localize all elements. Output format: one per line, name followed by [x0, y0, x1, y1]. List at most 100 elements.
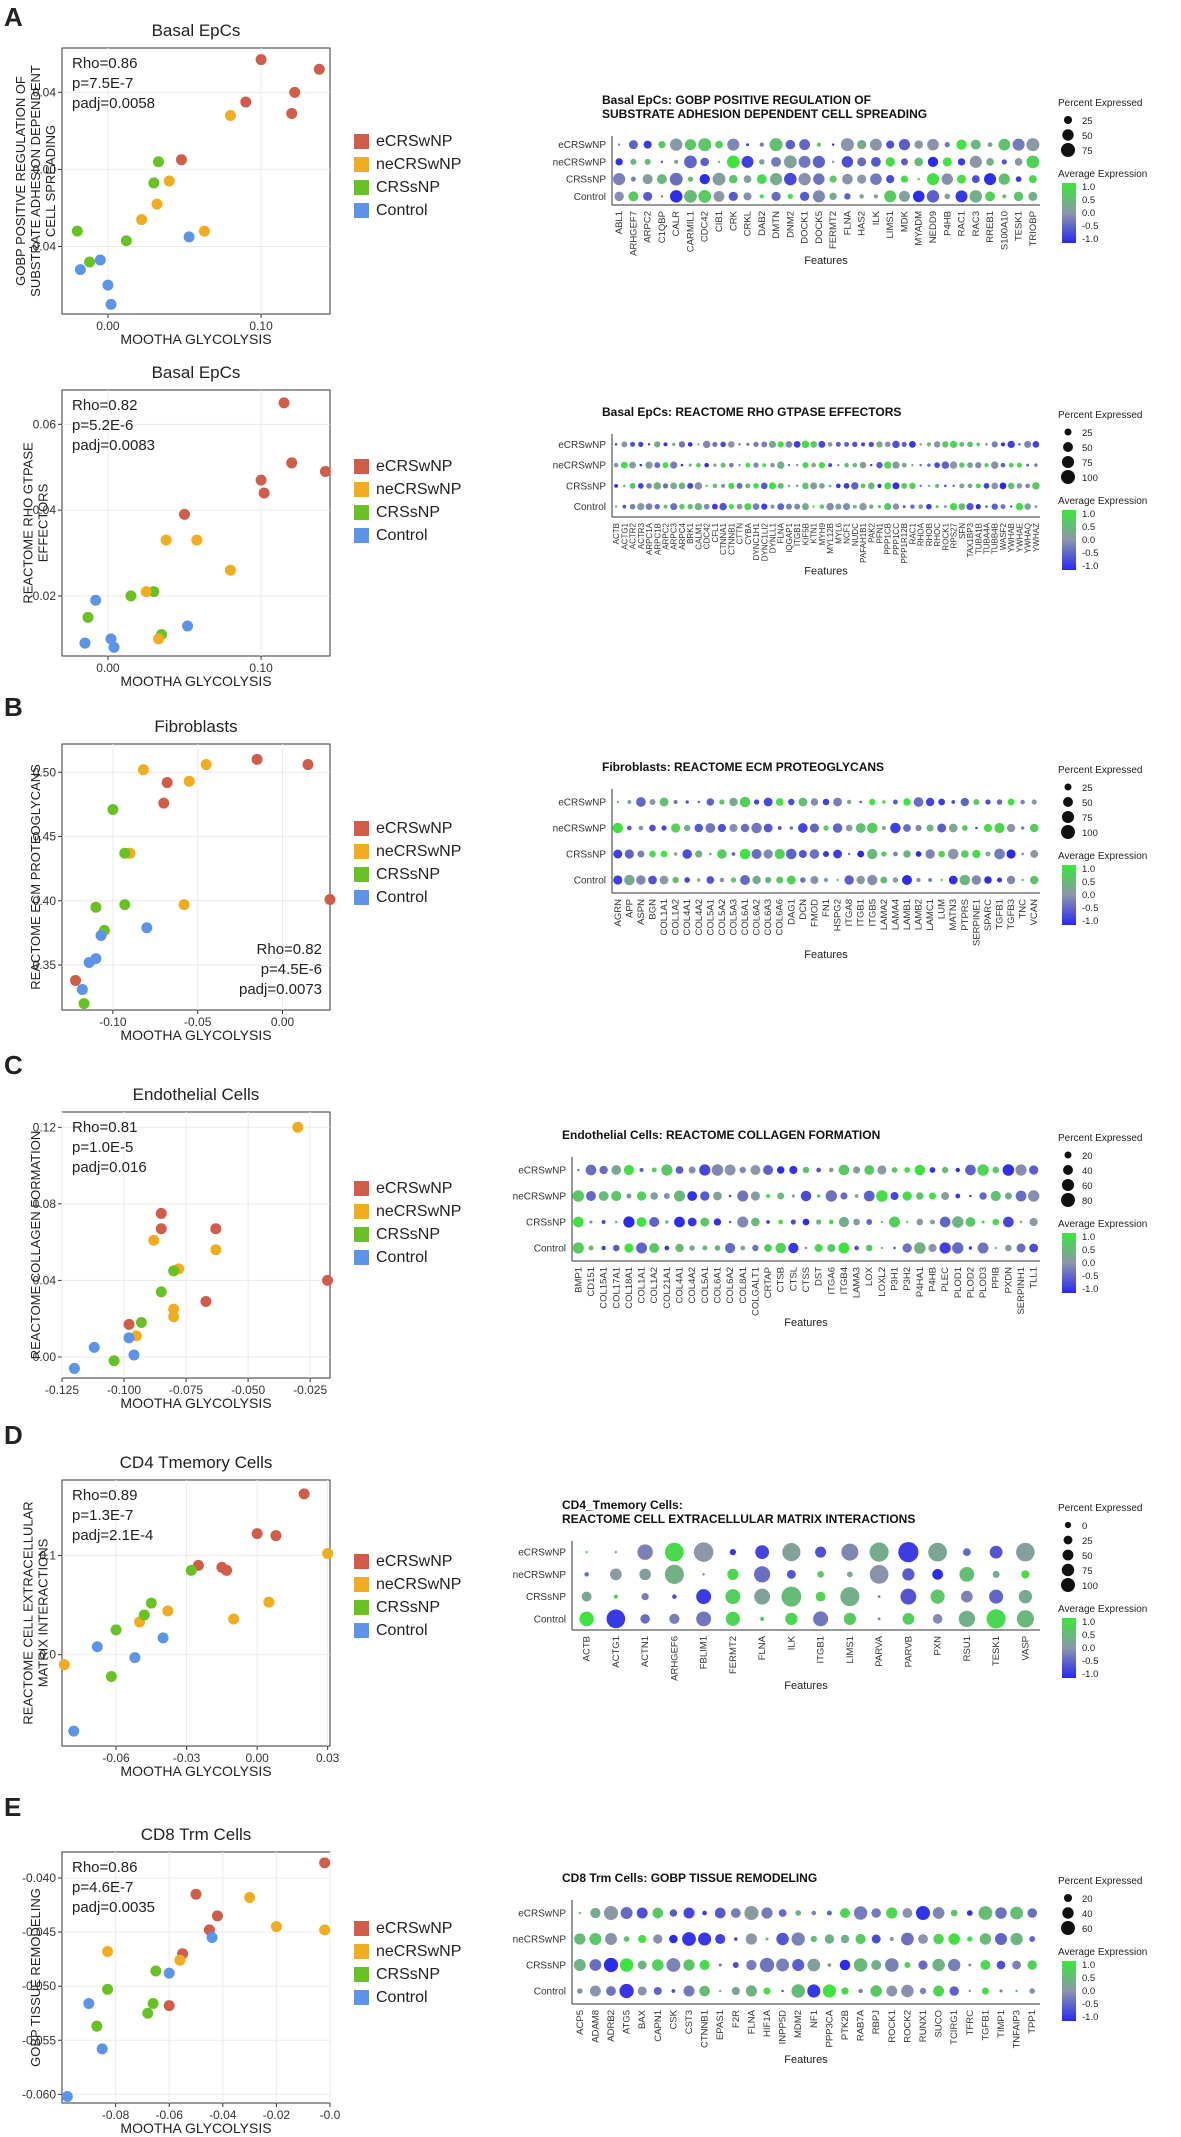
legend-swatch-necrswnp: [354, 482, 369, 497]
dotplot-fibroblasts: Fibroblasts: REACTOME ECM PROTEOGLYCANS e…: [553, 760, 1148, 961]
expression-dot: [689, 1245, 695, 1251]
expression-dot: [915, 1905, 931, 1921]
data-point-necrswnp: [136, 214, 148, 226]
expression-dot: [877, 1595, 881, 1598]
feature-label: ARPC4: [678, 522, 687, 549]
expression-dot: [727, 1568, 739, 1580]
expression-dot: [819, 504, 825, 509]
expression-dot: [630, 158, 637, 165]
feature-label: CSK: [668, 2009, 679, 2029]
size-legend-dot: [1063, 115, 1073, 125]
tick-label-y: -0.050: [22, 1979, 56, 1993]
expression-dot: [902, 1908, 913, 1918]
expression-dot: [776, 1958, 790, 1972]
expression-dot: [763, 797, 773, 807]
expression-dot: [944, 193, 951, 200]
expression-dot: [751, 1217, 760, 1227]
expression-dot: [955, 1167, 960, 1173]
expression-dot: [672, 442, 676, 447]
expression-dot: [706, 798, 715, 806]
expression-dot: [877, 1165, 887, 1175]
expression-dot: [666, 1958, 681, 1972]
expression-dot: [869, 504, 874, 509]
expression-dot: [670, 461, 678, 469]
legend-label: CRSsNP: [376, 1225, 441, 1243]
panel-label-d: D: [4, 1420, 23, 1450]
expression-dot: [590, 1907, 601, 1919]
data-point-crssnp: [82, 611, 94, 623]
expression-dot: [1006, 875, 1016, 885]
expression-dot: [611, 1165, 622, 1175]
expression-dot: [572, 1242, 584, 1254]
feature-label: NEDD9: [928, 211, 939, 243]
expression-dot: [1027, 1960, 1037, 1970]
expression-dot: [756, 174, 767, 184]
feature-label: ROCK1: [941, 522, 950, 550]
size-legend-dot: [1063, 442, 1073, 452]
data-point-necrswnp: [210, 1244, 222, 1256]
expression-dot: [754, 1588, 771, 1605]
expression-dot: [614, 1220, 618, 1224]
expression-dot: [1013, 191, 1024, 202]
expression-dot: [856, 875, 865, 885]
expression-dot: [798, 797, 808, 807]
expression-dot: [746, 1959, 757, 1971]
feature-label: ADRB2: [606, 2010, 617, 2042]
expression-dot: [799, 139, 811, 151]
expression-dot: [996, 1960, 1006, 1970]
size-legend-label: 100: [1082, 1581, 1098, 1592]
expression-dot: [985, 443, 988, 446]
data-point-crssnp: [148, 586, 160, 598]
feature-label: TIMP1: [996, 2010, 1007, 2038]
expression-dot: [825, 1190, 838, 1202]
expression-dot: [1008, 462, 1014, 468]
expression-dot: [892, 799, 898, 805]
expression-dot: [1007, 482, 1015, 490]
expression-dot: [890, 1191, 899, 1201]
feature-label: ILK: [786, 1635, 797, 1650]
expression-dot: [957, 174, 967, 184]
data-point-ecrswnp: [270, 1530, 282, 1542]
size-legend-label: 75: [1082, 458, 1093, 469]
expression-dot: [644, 158, 651, 165]
expression-dot: [729, 1549, 736, 1556]
expression-dot: [846, 799, 852, 805]
legend-item: neCRSwNP: [354, 1940, 461, 1963]
group-row-label: CRSsNP: [526, 1218, 566, 1229]
expression-dot: [751, 849, 762, 859]
feature-label: ITGB4: [839, 1267, 850, 1294]
legend-item: Control: [354, 886, 461, 909]
expression-dot: [660, 195, 664, 198]
expression-dot: [636, 1191, 647, 1201]
legend-swatch-crssnp: [354, 505, 369, 520]
feature-label: P3H2: [902, 1267, 913, 1291]
chart-title: Endothelial Cells: [133, 1085, 260, 1104]
tick-label-x: -0.05: [184, 1015, 212, 1029]
tick-label-y: 0.04: [33, 85, 57, 99]
expression-dot: [679, 503, 685, 510]
dotplot-title: Basal EpCs: REACTOME RHO GTPASE EFFECTOR…: [602, 405, 901, 419]
expression-dot: [687, 503, 693, 510]
expression-dot: [642, 174, 653, 185]
expression-dot: [928, 1542, 948, 1562]
feature-label: CTNNB1: [727, 522, 736, 555]
tick-label-x: -0.050: [231, 1383, 265, 1397]
feature-label: TUBB4B: [991, 523, 1000, 554]
feature-label: MYH9: [818, 522, 827, 545]
scatter-cd8-trm: CD8 Trm Cells -0.060 -0.055 -0.050 -0.045 -0.…: [22, 1825, 340, 2136]
expression-dot: [699, 1164, 711, 1176]
expression-dot: [991, 461, 999, 469]
features-axis-label: Features: [804, 949, 848, 961]
data-point-crssnp: [84, 256, 96, 268]
expression-dot: [995, 1933, 1007, 1945]
expression-dot: [981, 1987, 989, 1995]
expression-dot: [624, 1243, 634, 1253]
expression-dot: [606, 1986, 616, 1996]
expression-dot: [1002, 1164, 1015, 1176]
expression-dot: [991, 503, 998, 510]
expression-dot: [641, 1592, 649, 1601]
expression-dot: [614, 191, 624, 202]
legend-item: neCRSwNP: [354, 1200, 461, 1223]
data-point-crssnp: [110, 1624, 122, 1636]
expression-dot: [687, 442, 693, 447]
